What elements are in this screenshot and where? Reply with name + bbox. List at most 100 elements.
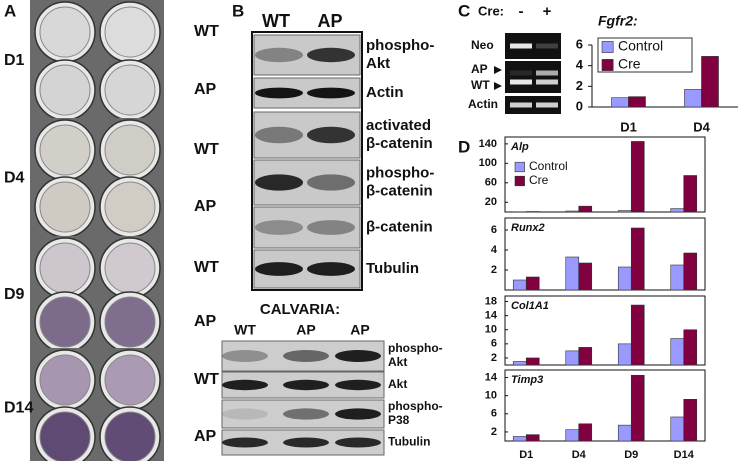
blot-band: [222, 437, 268, 448]
y-tick-label: 2: [576, 78, 583, 93]
blot-strip: [253, 206, 361, 249]
bar: [512, 436, 527, 442]
gel-band: [536, 79, 558, 85]
cre-label: Cre:: [478, 3, 504, 18]
plot-frame: [504, 369, 706, 442]
bar: [683, 175, 698, 213]
blot-band: [255, 220, 303, 235]
bar: [525, 357, 540, 366]
plate-well: [104, 181, 156, 233]
legend-label: Cre: [618, 56, 641, 72]
gel-band: [510, 70, 532, 76]
gel-label: AP: [471, 62, 488, 76]
bar: [617, 424, 632, 442]
plate-well: [104, 6, 156, 58]
y-tick-label: 14: [485, 310, 498, 322]
bar: [565, 429, 580, 442]
lane-header: WT: [262, 11, 290, 31]
bar: [630, 374, 645, 442]
blot-band: [255, 87, 303, 99]
blot-label: Akt: [366, 55, 390, 72]
bar: [670, 264, 685, 291]
panel-label: D: [458, 137, 470, 156]
blot-band: [255, 174, 303, 191]
panel-label: C: [458, 1, 470, 20]
genotype-label: AP: [194, 428, 217, 445]
blot-band: [335, 408, 381, 420]
y-tick-label: 60: [485, 177, 497, 189]
day-label: D1: [4, 52, 25, 69]
y-tick-label: 100: [479, 157, 497, 169]
blot-label: β-catenin: [366, 135, 433, 152]
plate-well: [104, 242, 156, 294]
y-tick-label: 10: [485, 390, 497, 402]
panel-label: B: [232, 1, 244, 20]
plate-well: [39, 6, 91, 58]
plate-well: [39, 411, 91, 461]
bar: [683, 252, 698, 291]
blot-label: P38: [388, 413, 410, 427]
legend-label: Control: [529, 159, 568, 173]
plot-frame: [504, 217, 706, 291]
x-tick-label: D1: [620, 119, 637, 134]
chart-title: Fgfr2:: [598, 13, 638, 29]
gel-label: Neo: [471, 38, 494, 52]
bar: [684, 89, 702, 108]
genotype-label: AP: [194, 313, 217, 330]
gel-band: [510, 43, 532, 49]
gel-section: [505, 61, 561, 93]
legend-label: Control: [618, 38, 663, 54]
blot-label: β-catenin: [366, 182, 433, 199]
gel-label: WT: [471, 78, 490, 92]
y-tick-label: 6: [576, 36, 583, 51]
calvaria-title: CALVARIA:: [260, 301, 340, 318]
blot-band: [307, 220, 355, 235]
bar: [525, 434, 540, 442]
plate-well: [39, 181, 91, 233]
plate-well: [39, 354, 91, 406]
blot-band: [307, 262, 355, 276]
bar: [683, 398, 698, 442]
plate-well: [39, 124, 91, 176]
blot-band: [335, 437, 381, 448]
genotype-label: AP: [194, 198, 217, 215]
legend-swatch: [601, 59, 614, 71]
blot-label: activated: [366, 117, 431, 134]
cre-state: +: [543, 3, 552, 20]
plot-frame: [504, 136, 706, 213]
chart-title: Runx2: [511, 222, 545, 234]
day-label: D9: [4, 286, 25, 303]
chart-title: Timp3: [511, 374, 543, 386]
gel-band: [536, 70, 558, 76]
bar: [670, 338, 685, 366]
bar: [525, 276, 540, 291]
plate-well: [39, 296, 91, 348]
y-tick-label: 18: [485, 295, 497, 307]
bar: [611, 97, 629, 108]
x-tick-label: D4: [693, 119, 710, 134]
gel-arrow: [494, 66, 502, 74]
bar: [578, 347, 593, 366]
gel-arrow: [494, 82, 502, 90]
bar: [578, 262, 593, 291]
chart-title: Alp: [510, 141, 529, 153]
blot-band: [307, 126, 355, 144]
gel-band: [536, 102, 558, 108]
bar: [670, 208, 685, 213]
bar: [578, 205, 593, 213]
blot-band: [307, 47, 355, 63]
blot-label: Akt: [388, 377, 407, 391]
bar: [578, 423, 593, 442]
blot-label: phospho-: [388, 399, 443, 413]
gel-band: [510, 102, 532, 108]
plate-well: [104, 411, 156, 461]
plate-well: [104, 354, 156, 406]
bar: [617, 210, 632, 213]
blot-band: [283, 437, 329, 448]
bar: [512, 361, 527, 366]
gel-band: [510, 79, 532, 85]
blot-frame: [251, 31, 363, 291]
blot-band: [335, 379, 381, 391]
blot-band: [283, 379, 329, 391]
y-tick-label: 20: [485, 196, 497, 208]
